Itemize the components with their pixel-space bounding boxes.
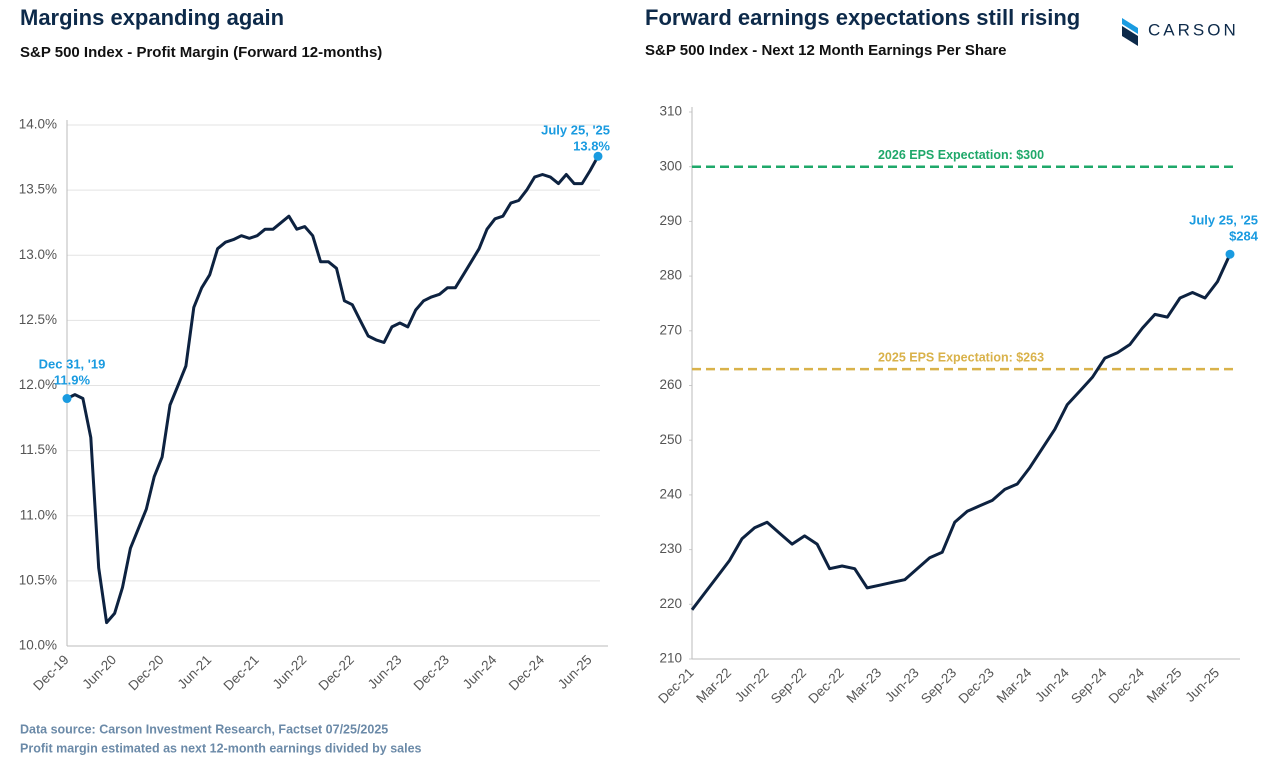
x-tick-label: Dec-19 [30, 652, 71, 693]
footer-note: Data source: Carson Investment Research,… [20, 722, 388, 736]
y-tick-label: 13.0% [19, 247, 57, 262]
annotation: July 25, '25 [541, 122, 610, 137]
logo-text: CARSON [1148, 20, 1239, 39]
y-tick-label: 230 [659, 541, 682, 556]
x-tick-label: Dec-21 [655, 665, 696, 706]
chart-title: Margins expanding again [20, 5, 284, 30]
y-tick-label: 10.0% [19, 638, 57, 653]
y-tick-label: 290 [659, 213, 682, 228]
footer-note: Profit margin estimated as next 12-month… [20, 741, 422, 755]
y-tick-label: 11.0% [20, 507, 57, 522]
annotation: 13.8% [573, 138, 610, 153]
y-tick-label: 250 [659, 432, 682, 447]
x-tick-label: Mar-25 [1144, 665, 1185, 706]
logo-mark [1122, 18, 1138, 34]
y-tick-label: 280 [659, 268, 682, 283]
x-tick-label: Dec-20 [125, 652, 166, 693]
x-tick-label: Mar-24 [994, 665, 1035, 706]
y-tick-label: 310 [659, 104, 682, 119]
x-tick-label: Jun-20 [79, 652, 119, 692]
reference-label: 2025 EPS Expectation: $263 [878, 350, 1044, 364]
y-tick-label: 210 [659, 651, 682, 666]
x-tick-label: Jun-22 [270, 652, 310, 692]
y-tick-label: 260 [659, 377, 682, 392]
x-tick-label: Sep-23 [918, 665, 959, 706]
end-point [62, 394, 72, 404]
chart-title: Forward earnings expectations still risi… [645, 5, 1080, 30]
data-line [66, 155, 600, 625]
x-tick-label: Jun-21 [175, 652, 215, 692]
annotation: $284 [1229, 228, 1259, 243]
x-tick-label: Mar-22 [693, 665, 734, 706]
y-tick-label: 300 [659, 158, 682, 173]
reference-label: 2026 EPS Expectation: $300 [878, 148, 1044, 162]
chart-subtitle: S&P 500 Index - Profit Margin (Forward 1… [20, 44, 382, 61]
annotation: July 25, '25 [1189, 212, 1258, 227]
x-tick-label: Dec-23 [411, 652, 452, 693]
annotation: 11.9% [54, 372, 91, 387]
chart-subtitle: S&P 500 Index - Next 12 Month Earnings P… [645, 42, 1007, 59]
x-tick-label: Dec-24 [506, 652, 548, 694]
y-tick-label: 220 [659, 596, 682, 611]
data-line [690, 253, 1232, 611]
y-tick-label: 14.0% [19, 117, 57, 132]
x-tick-label: Mar-23 [843, 665, 884, 706]
y-tick-label: 270 [659, 322, 682, 337]
x-tick-label: Jun-24 [460, 652, 500, 692]
x-tick-label: Jun-23 [882, 665, 922, 705]
y-tick-label: 12.0% [19, 377, 57, 392]
logo: CARSON [1122, 18, 1239, 46]
x-tick-label: Sep-24 [1068, 665, 1110, 707]
y-tick-label: 11.5% [20, 442, 57, 457]
y-tick-label: 12.5% [19, 312, 57, 327]
y-tick-label: 240 [659, 486, 682, 501]
x-tick-label: Dec-21 [220, 652, 261, 693]
x-tick-label: Jun-25 [555, 652, 595, 692]
y-tick-label: 10.5% [19, 572, 57, 587]
x-tick-label: Dec-22 [805, 665, 846, 706]
x-tick-label: Dec-24 [1106, 665, 1148, 707]
end-point [593, 151, 603, 161]
x-tick-label: Dec-22 [316, 652, 357, 693]
x-tick-label: Dec-23 [956, 665, 997, 706]
y-tick-label: 13.5% [19, 182, 57, 197]
annotation: Dec 31, '19 [39, 356, 106, 371]
logo-mark [1122, 26, 1138, 46]
end-point [1225, 249, 1235, 259]
x-tick-label: Jun-24 [1032, 665, 1072, 705]
x-tick-label: Sep-22 [768, 665, 809, 706]
x-tick-label: Jun-25 [1182, 665, 1222, 705]
x-tick-label: Jun-22 [732, 665, 772, 705]
x-tick-label: Jun-23 [365, 652, 405, 692]
